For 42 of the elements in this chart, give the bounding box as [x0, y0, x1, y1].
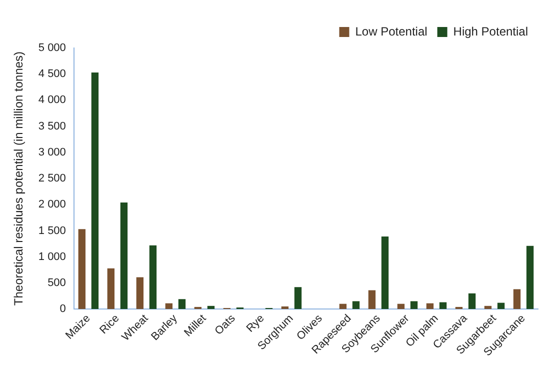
y-tick-label: 0: [60, 303, 66, 316]
bar: [294, 287, 302, 310]
bar: [455, 306, 463, 310]
y-tick-label: 2 000: [38, 198, 66, 211]
bar: [513, 289, 521, 310]
y-tick-label: 1 000: [38, 250, 66, 263]
y-tick-label: 2 500: [38, 172, 66, 185]
y-tick-label: 1 500: [38, 224, 66, 237]
y-axis-title: Theoretical residues potential (in million tonnes): [12, 51, 26, 306]
y-tick-label: 4 500: [38, 68, 66, 80]
bar: [120, 202, 128, 310]
bar: [194, 306, 202, 310]
bar: [281, 306, 289, 310]
bar: [410, 301, 418, 310]
bar: [484, 306, 492, 310]
bar: [426, 303, 434, 310]
bar: [107, 268, 114, 310]
y-tick-label: 3 500: [38, 120, 66, 132]
bar: [526, 246, 534, 310]
bar: [381, 236, 389, 310]
bar: [352, 301, 360, 310]
bar: [91, 72, 99, 310]
legend-label: High Potential: [453, 24, 528, 38]
bar: [397, 304, 405, 310]
bar: [368, 290, 376, 310]
bar: [207, 306, 215, 310]
bar: [497, 302, 505, 310]
y-tick-label: 5 000: [38, 42, 66, 54]
bar: [178, 299, 186, 310]
y-tick-label: 500: [48, 276, 66, 289]
bar: [468, 293, 476, 310]
bar: [339, 304, 347, 310]
bar: [165, 303, 173, 310]
bar: [149, 245, 157, 310]
x-tick-label: Rice: [98, 312, 122, 337]
bar: [439, 302, 447, 310]
bar: [78, 229, 86, 310]
legend-label: Low Potential: [355, 24, 428, 38]
y-tick-label: 3 000: [38, 146, 66, 158]
bar: [136, 277, 144, 310]
x-tick-label: Oats: [212, 312, 238, 338]
y-tick-label: 4 000: [38, 94, 66, 106]
